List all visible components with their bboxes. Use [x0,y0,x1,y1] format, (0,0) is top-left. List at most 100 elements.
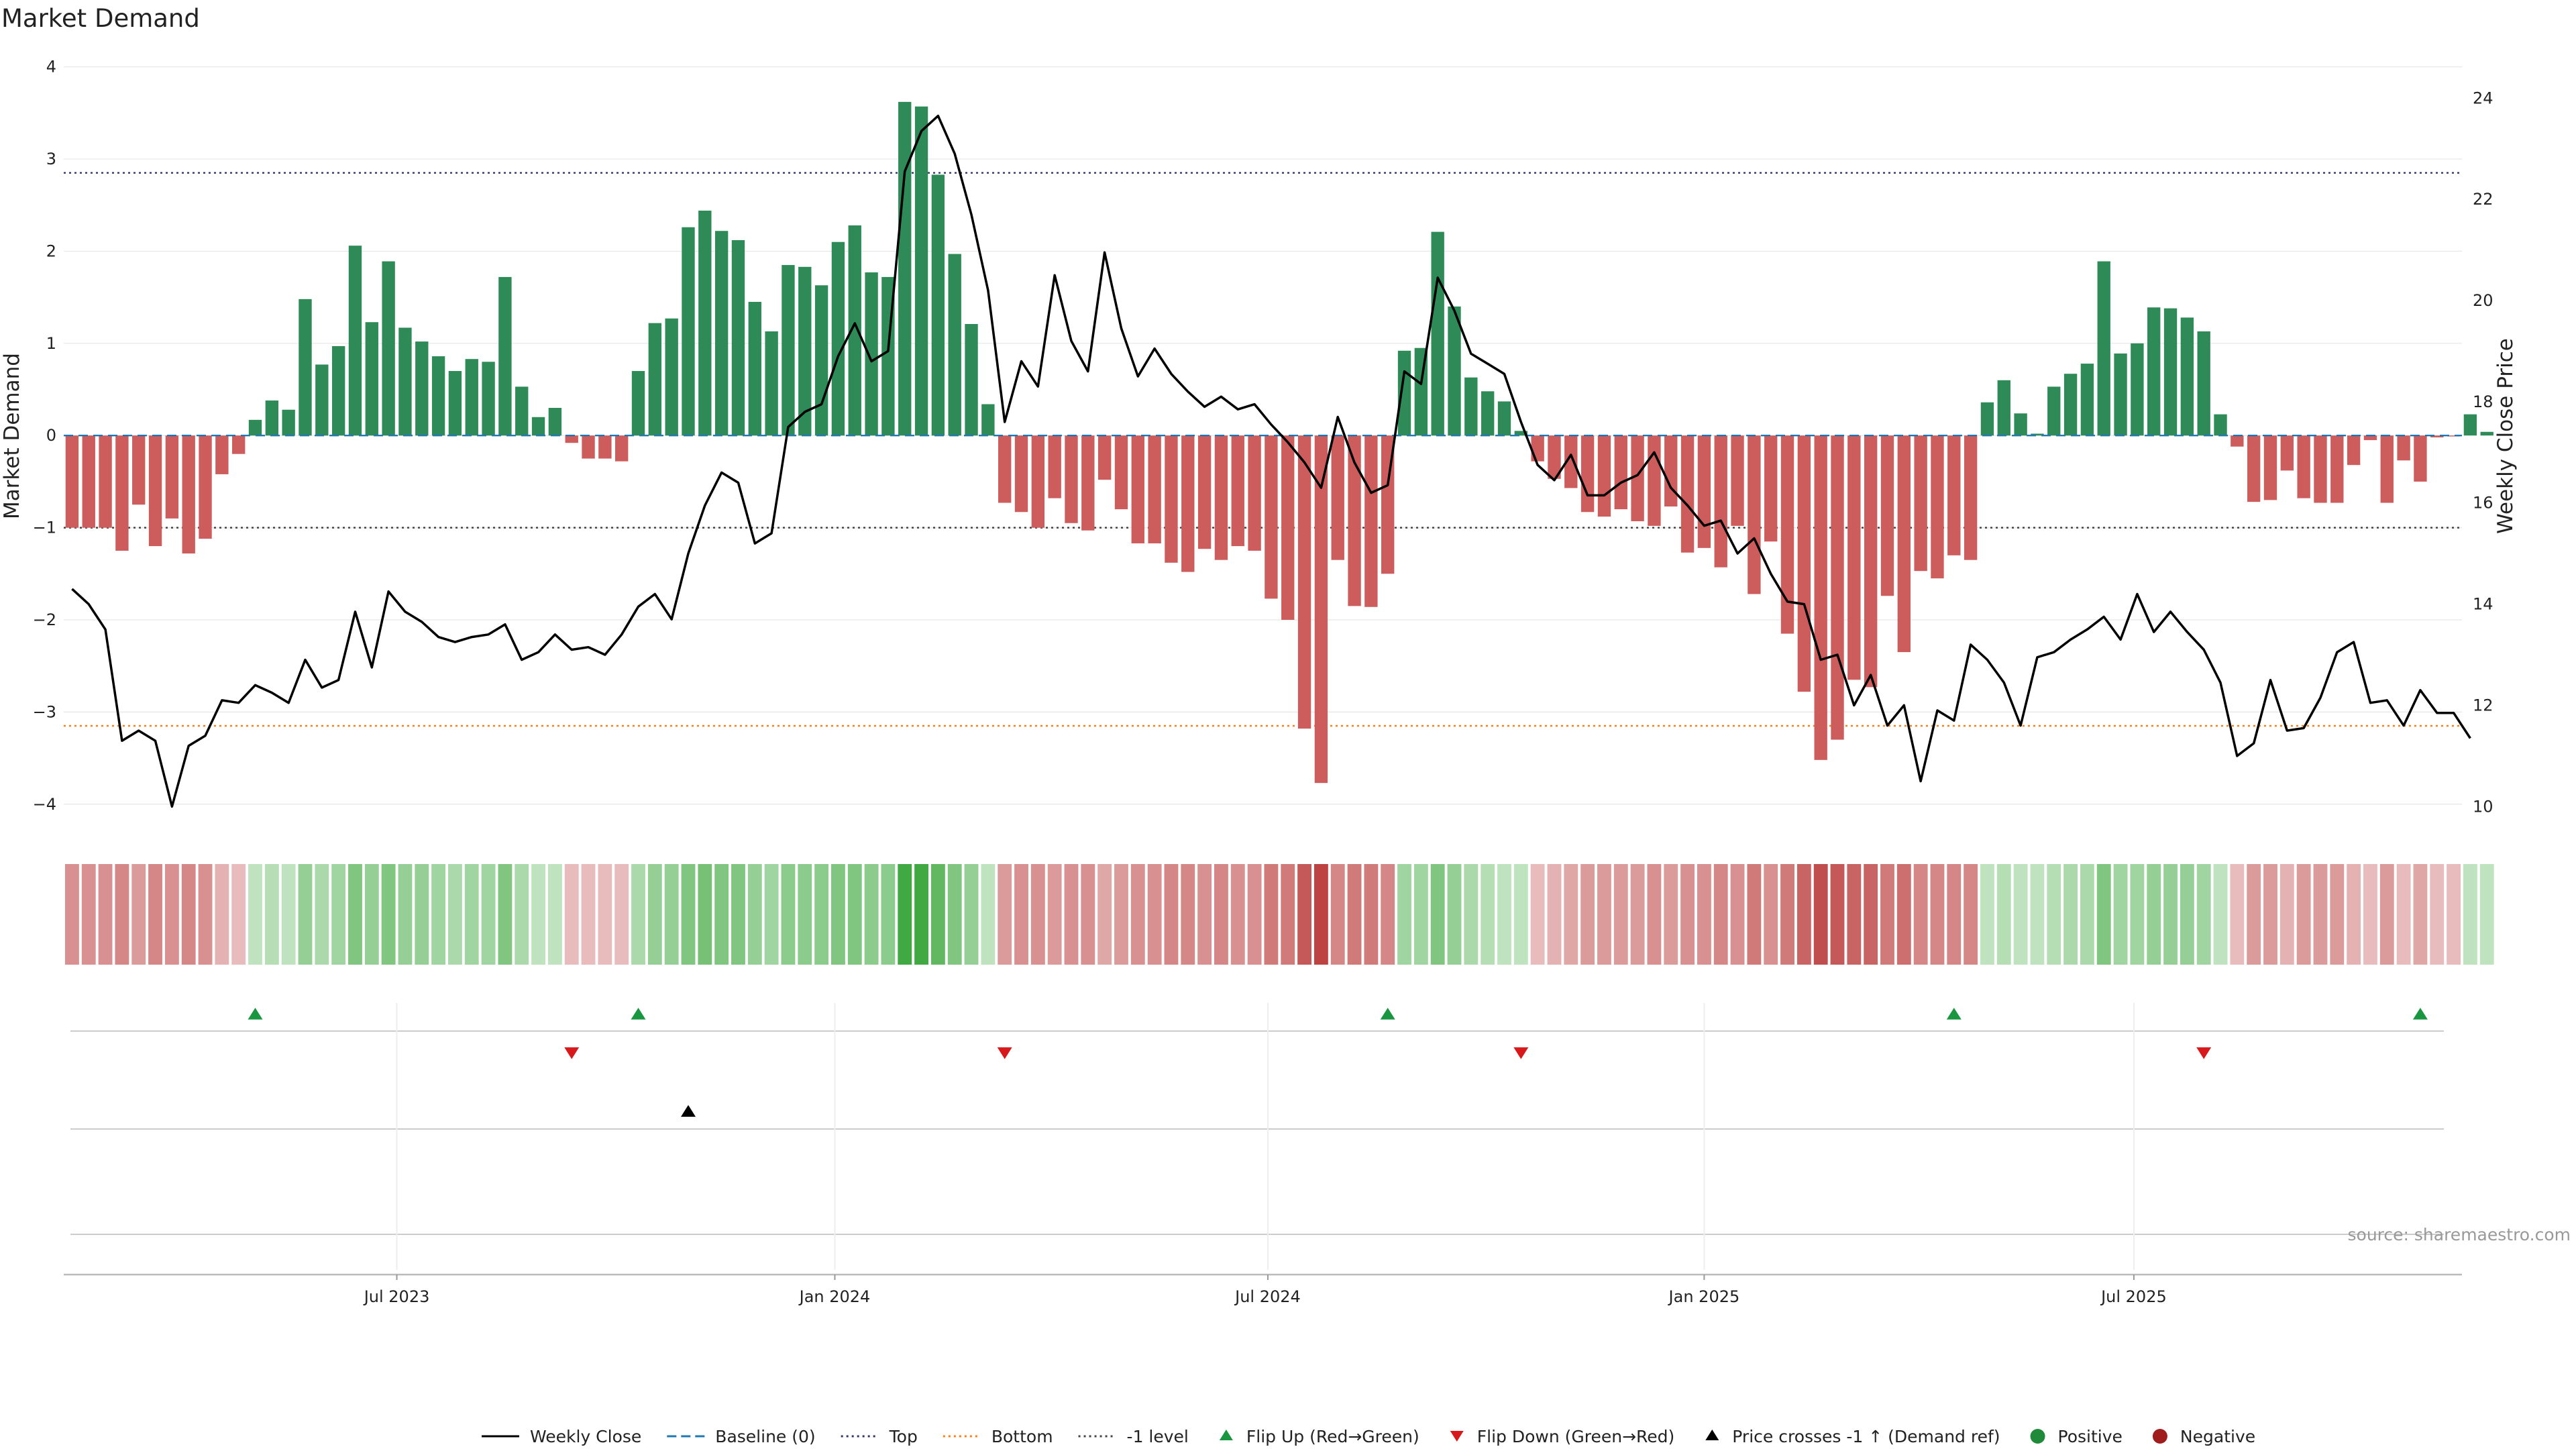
strip-cell-negative [998,864,1012,965]
flip-down-marker [564,1047,580,1059]
strip-cell-negative [1197,864,1212,965]
y-tick-label: 3 [46,150,56,168]
positive-demand-bar [548,408,562,436]
strip-cell-positive [1447,864,1462,965]
strip-cell-positive [364,864,379,965]
positive-demand-bar [498,276,512,436]
strip-cell-positive [2479,864,2494,965]
flip-down-marker [2196,1047,2212,1059]
strip-cell-positive [2463,864,2477,965]
strip-cell-negative [2230,864,2245,965]
positive-demand-bar [814,285,828,436]
negative-demand-bar [1248,435,1261,551]
y2-tick-label: 12 [2473,696,2493,714]
positive-demand-bar [2031,433,2044,436]
legend-item: Positive [2030,1427,2123,1446]
positive-demand-bar [2197,331,2210,436]
y-tick-label: −1 [33,519,56,537]
legend-item: Price crosses -1 ↑ (Demand ref) [1705,1427,2000,1446]
negative-demand-bar [1148,435,1161,543]
negative-demand-bar [1731,435,1744,526]
y2-tick-label: 16 [2473,494,2493,513]
positive-demand-bar [1980,402,1994,436]
weekly-close-line [71,114,2471,808]
legend-swatch [2030,1429,2045,1444]
positive-demand-bar [648,323,662,436]
negative-demand-bar [1265,435,1278,599]
strip-cell-positive [498,864,513,965]
strip-cell-positive [2030,864,2045,965]
strip-cell-negative [1381,864,1395,965]
negative-demand-bar [2330,435,2344,503]
strip-cell-positive [747,864,762,965]
strip-cell-positive [464,864,479,965]
negative-demand-bar [1297,435,1311,729]
y2-axis-ticks: 24 22 20 18 16 14 12 10 [2473,89,2493,816]
strip-cell-negative [2247,864,2261,965]
negative-demand-bar [99,435,112,528]
strip-cell-negative [2296,864,2311,965]
strip-cell-positive [831,864,845,965]
legend-label: Negative [2180,1427,2255,1446]
chart-title: Market Demand [1,4,200,33]
legend-label: -1 level [1127,1427,1189,1446]
positive-demand-bar [282,409,295,436]
strip-cell-negative [2396,864,2411,965]
positive-demand-bar [2080,364,2094,436]
y-tick-label: 2 [46,241,56,260]
strip-cell-positive [981,864,996,965]
strip-cell-negative [1247,864,1262,965]
strip-cell-negative [148,864,162,965]
strip-cell-negative [1830,864,1845,965]
positive-demand-bar [714,231,729,436]
positive-demand-bar [2014,413,2027,436]
positive-demand-bar [931,174,945,436]
negative-demand-bar [1231,435,1244,547]
positive-demand-bar [331,345,345,436]
strip-cell-negative [2279,864,2294,965]
strip-cell-positive [1464,864,1479,965]
negative-demand-bar [148,435,162,547]
legend-item: Negative [2152,1427,2255,1446]
positive-demand-bar [765,331,778,436]
positive-demand-bar [948,254,961,436]
strip-cell-negative [1230,864,1245,965]
strip-cell-negative [115,864,129,965]
x-tick-label: Jul 2024 [1234,1287,1301,1306]
strip-cell-negative [2313,864,2328,965]
strip-cell-positive [914,864,928,965]
strip-cell-positive [2163,864,2178,965]
positive-demand-bar [2163,308,2178,436]
negative-demand-bar [182,435,195,554]
positive-demand-bar [1431,231,1444,436]
positive-demand-bar [2147,307,2161,436]
legend-item: Flip Up (Red→Green) [1219,1427,1419,1446]
strip-cell-positive [1481,864,1495,965]
positive-demand-bar [531,417,545,436]
strip-cell-negative [231,864,246,965]
chart-legend: Weekly Close Baseline (0) Top Bottom -1 leve… [482,1427,2255,1446]
strip-cell-negative [1030,864,1045,965]
strip-cell-positive [798,864,812,965]
strip-cell-negative [1847,864,1862,965]
positive-demand-bar [1514,431,1527,436]
legend-swatch [1705,1430,1719,1440]
strip-cell-negative [1580,864,1595,965]
negative-demand-bar [1348,435,1361,606]
strip-cell-positive [814,864,829,965]
strip-cell-negative [1130,864,1145,965]
negative-demand-bar [615,435,629,462]
negative-demand-bar [1314,435,1328,784]
strip-cell-positive [664,864,679,965]
negative-demand-bar [1680,435,1695,553]
legend-item: Bottom [943,1427,1053,1446]
strip-cell-positive [2213,864,2228,965]
legend-item: -1 level [1078,1427,1189,1446]
negative-demand-bar [2347,435,2361,466]
strip-cell-negative [1730,864,1745,965]
negative-demand-bar [1165,435,1178,563]
flip-up-marker [1380,1008,1395,1020]
positive-demand-bar [2463,414,2477,436]
strip-cell-positive [415,864,429,965]
strip-cell-positive [315,864,329,965]
